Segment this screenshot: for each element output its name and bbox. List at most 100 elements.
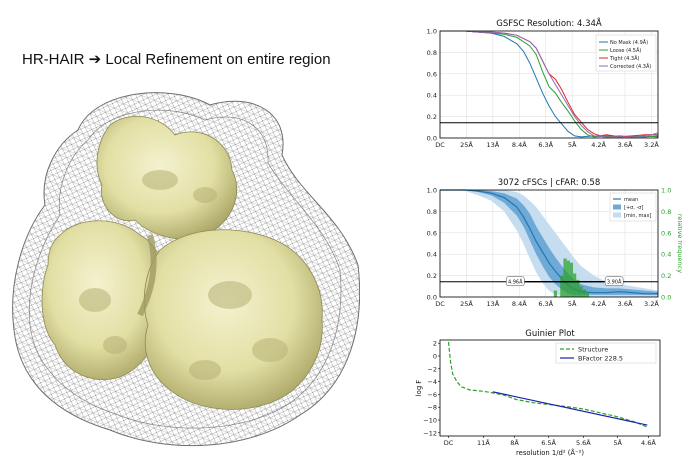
gsfsc-xtick-label: 8.4Å — [512, 140, 527, 149]
gsfsc-title: GSFSC Resolution: 4.34Å — [496, 17, 602, 29]
cfsc-range-label-box — [604, 276, 624, 286]
gsfsc-xtick-label: 25Å — [460, 140, 473, 149]
cfsc-svg: 3072 cFSCs | cFAR: 0.58 0.0 0.2 0.4 0.6 0.8 1.… — [427, 178, 682, 308]
gsfsc-ytick-label: 0.8 — [427, 49, 437, 57]
cfsc-ytick-label: 0.2 — [427, 272, 437, 280]
cfsc-ytick-label: 0.6 — [427, 229, 437, 237]
guinier-ytick-label: 2 — [433, 340, 437, 348]
cfsc-histogram-bar — [569, 262, 574, 297]
guinier-legend-label: Structure — [578, 346, 608, 354]
cfsc-xtick-label: 6.3Å — [538, 299, 553, 308]
cfsc-sigma-band — [440, 190, 658, 295]
cfsc-y2tick-label: 0.2 — [661, 272, 671, 280]
guinier-ytick-label: −2 — [427, 365, 437, 373]
gsfsc-legend-box — [595, 34, 657, 72]
cfsc-histogram-bar — [573, 273, 577, 297]
guinier-y-axis-label: log F — [415, 380, 423, 397]
cfsc-xtick-label: 8.4Å — [512, 299, 527, 308]
guinier-legend-box — [555, 342, 657, 364]
gsfsc-chart: GSFSC Resolution: 4.34Å 0.0 0.2 0.4 0.6 0.8 1.… — [420, 14, 670, 164]
guinier-plot-frame — [439, 339, 661, 437]
guinier-svg: Guinier Plot 2 0 −2 −4 −6 −8 −10 −12 DC 11Å 8Å 6.5Å 5… — [415, 329, 661, 457]
cfsc-ytick-label: 0.0 — [427, 294, 437, 302]
gsfsc-legend-label: No Mask (4.9Å) — [610, 39, 648, 46]
guinier-ytick-label: −8 — [427, 404, 437, 412]
gsfsc-ytick-label: 0.0 — [427, 135, 437, 143]
gsfsc-xtick-label: DC — [435, 141, 445, 149]
guinier-ytick-label: 0 — [433, 353, 437, 361]
cfsc-legend-swatch — [613, 204, 621, 210]
guinier-x-axis-label: resolution 1/d² (Å⁻²) — [516, 448, 584, 457]
guinier-ytick-label: −12 — [423, 429, 437, 437]
gsfsc-legend-label: Corrected (4.3Å) — [610, 63, 651, 70]
gsfsc-plot-frame — [439, 30, 659, 139]
cfsc-y2tick-label: 0.6 — [661, 229, 671, 237]
gsfsc-xtick-label: 3.6Å — [618, 140, 633, 149]
cfsc-histogram-bar — [579, 286, 583, 297]
guinier-xtick-label: DC — [444, 439, 454, 447]
cfsc-ytick-label: 0.4 — [427, 251, 437, 259]
cfsc-mean-line — [440, 189, 658, 295]
cfsc-ytick-label: 0.8 — [427, 208, 437, 216]
gsfsc-ytick-label: 0.2 — [427, 113, 437, 121]
cfsc-histogram-bar — [553, 290, 558, 297]
gsfsc-legend-label: Tight (4.3Å) — [609, 55, 640, 62]
gsfsc-series-line — [440, 30, 659, 138]
guinier-xtick-label: 4.6Å — [641, 438, 656, 447]
guinier-xtick-label: 5.6Å — [576, 438, 591, 447]
cfsc-range-label: 4.96Å — [508, 279, 523, 286]
guinier-title: Guinier Plot — [525, 329, 575, 339]
gsfsc-xtick-label: 3.2Å — [644, 140, 659, 149]
gsfsc-xtick-label: 13Å — [487, 140, 500, 149]
cfsc-y2-axis-label: relative frequency — [676, 214, 682, 273]
guinier-legend-label: BFactor 228.5 — [578, 355, 623, 363]
cfsc-histogram-bar — [585, 292, 590, 297]
gsfsc-legend-label: Loose (4.5Å) — [610, 47, 641, 54]
guinier-ytick-label: −10 — [423, 417, 437, 425]
cfsc-xtick-label: 3.6Å — [618, 299, 633, 308]
gsfsc-xtick-label: 5Å — [568, 140, 577, 149]
guinier-series-line — [492, 391, 648, 426]
cfsc-legend-label: mean — [624, 197, 638, 203]
cfsc-histogram-bar — [560, 275, 564, 297]
cfsc-y2tick-label: 0.4 — [661, 251, 671, 259]
guinier-xtick-label: 11Å — [477, 438, 490, 447]
cfsc-xtick-label: 5Å — [568, 299, 577, 308]
gsfsc-ytick-label: 1.0 — [427, 28, 437, 36]
cfsc-xtick-label: 13Å — [487, 299, 500, 308]
cfsc-histogram-bar — [582, 289, 586, 297]
cfsc-legend-swatch — [613, 212, 621, 218]
guinier-ytick-label: −6 — [427, 391, 437, 399]
guinier-series-line — [447, 341, 648, 428]
guinier-ytick-label: −4 — [427, 378, 437, 386]
cfsc-range-label-box — [506, 276, 525, 286]
cfsc-histogram-bar — [563, 258, 567, 297]
cfsc-minmax-band — [440, 190, 658, 297]
gsfsc-xtick-label: 4.2Å — [591, 140, 606, 149]
density-map-image — [12, 92, 360, 447]
cfsc-xtick-label: 25Å — [460, 299, 473, 308]
gsfsc-ytick-label: 0.4 — [427, 92, 437, 100]
cfsc-range-label: 3.90Å — [607, 279, 622, 286]
cfsc-legend-label: [min, max] — [624, 213, 651, 219]
cfsc-histogram-bar — [576, 279, 580, 297]
guinier-xtick-label: 6.5Å — [541, 438, 556, 447]
cfsc-y2tick-label: 0.8 — [661, 208, 671, 216]
guinier-chart: Guinier Plot 2 0 −2 −4 −6 −8 −10 −12 DC 11Å 8Å 6.5Å 5… — [412, 328, 674, 462]
cfsc-xtick-label: 4.2Å — [591, 299, 606, 308]
gsfsc-ytick-label: 0.6 — [427, 70, 437, 78]
cfsc-histogram-bar — [566, 260, 570, 297]
cfsc-ytick-label: 1.0 — [427, 187, 437, 195]
gsfsc-xtick-label: 6.3Å — [538, 140, 553, 149]
gsfsc-series-line — [440, 30, 659, 138]
cfsc-xtick-label: DC — [435, 300, 445, 308]
slide-title: HR-HAIR ➔ Local Refinement on entire reg… — [22, 51, 331, 68]
cfsc-title: 3072 cFSCs | cFAR: 0.58 — [498, 178, 601, 188]
cfsc-plot-frame — [439, 189, 659, 298]
cfsc-y2tick-label: 1.0 — [661, 187, 671, 195]
cfsc-legend-label: [+σ, -σ] — [624, 205, 643, 211]
guinier-xtick-label: 8Å — [510, 438, 519, 447]
gsfsc-svg: GSFSC Resolution: 4.34Å 0.0 0.2 0.4 0.6 0.8 1.… — [427, 17, 660, 149]
guinier-xtick-label: 5Å — [613, 438, 622, 447]
cfsc-chart: 3072 cFSCs | cFAR: 0.58 0.0 0.2 0.4 0.6 0.8 1.… — [420, 173, 682, 323]
